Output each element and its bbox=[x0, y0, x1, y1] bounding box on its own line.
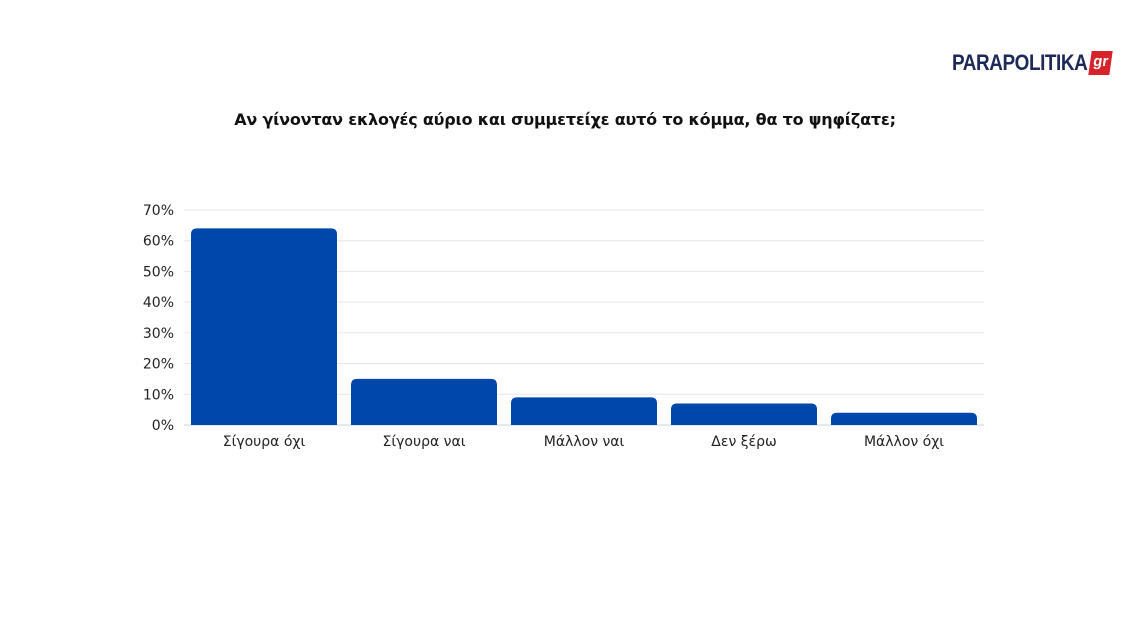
y-tick-label: 30% bbox=[143, 326, 174, 342]
x-tick-label: Σίγουρα όχι bbox=[223, 434, 306, 450]
bar bbox=[671, 403, 817, 425]
bar bbox=[351, 378, 497, 425]
bar bbox=[511, 397, 657, 425]
x-tick-label: Μάλλον ναι bbox=[544, 434, 625, 450]
x-axis-ticks: Σίγουρα όχι Σίγουρα ναι Μάλλον ναι Δεν ξέρω… bbox=[223, 434, 945, 450]
x-tick-label: Μάλλον όχι bbox=[864, 434, 944, 450]
x-tick-label: Δεν ξέρω bbox=[711, 434, 776, 450]
bars bbox=[191, 228, 977, 425]
chart-title: Αν γίνονταν εκλογές αύριο και συμμετείχε… bbox=[234, 110, 896, 129]
y-tick-label: 70% bbox=[143, 203, 174, 219]
x-tick-label: Σίγουρα ναι bbox=[383, 434, 466, 450]
y-tick-label: 0% bbox=[152, 418, 174, 434]
parapolitika-logo: PARAPOLITIKA gr bbox=[952, 49, 1113, 77]
y-tick-label: 10% bbox=[143, 387, 174, 403]
logo-wordmark: PARAPOLITIKA bbox=[952, 50, 1088, 75]
y-tick-label: 50% bbox=[143, 264, 174, 280]
y-axis-ticks: 0% 10% 20% 30% 40% 50% 60% 70% bbox=[143, 203, 174, 434]
y-tick-label: 40% bbox=[143, 295, 174, 311]
bar bbox=[191, 228, 337, 425]
bar bbox=[831, 412, 977, 425]
y-tick-label: 60% bbox=[143, 234, 174, 250]
y-tick-label: 20% bbox=[143, 357, 174, 373]
